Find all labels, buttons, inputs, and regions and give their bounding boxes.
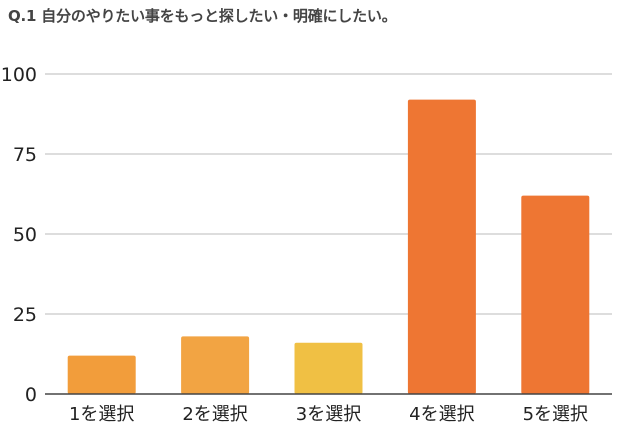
bar-2 [181,336,250,394]
y-tick-label: 0 [25,384,37,406]
x-tick-label: 2を選択 [182,404,247,425]
bar-4 [407,99,476,394]
gridlines [45,73,612,315]
y-tick-label: 50 [13,224,37,246]
x-axis-labels: 1を選択 2を選択 3を選択 4を選択 5を選択 [69,404,588,425]
bars [67,99,590,394]
y-tick-label: 75 [13,144,37,166]
x-tick-label: 5を選択 [523,404,588,425]
y-axis-ticks: 0 25 50 75 100 [1,64,37,406]
x-tick-label: 3を選択 [296,404,361,425]
x-tick-label: 4を選択 [409,404,474,425]
y-tick-label: 100 [1,64,37,86]
chart-title: Q.1 自分のやりたい事をもっと探したい・明確にしたい。 [8,7,397,25]
bar-1 [67,355,136,394]
bar-5 [521,195,590,394]
y-tick-label: 25 [13,304,37,326]
bar-3 [294,342,363,394]
x-tick-label: 1を選択 [69,404,134,425]
